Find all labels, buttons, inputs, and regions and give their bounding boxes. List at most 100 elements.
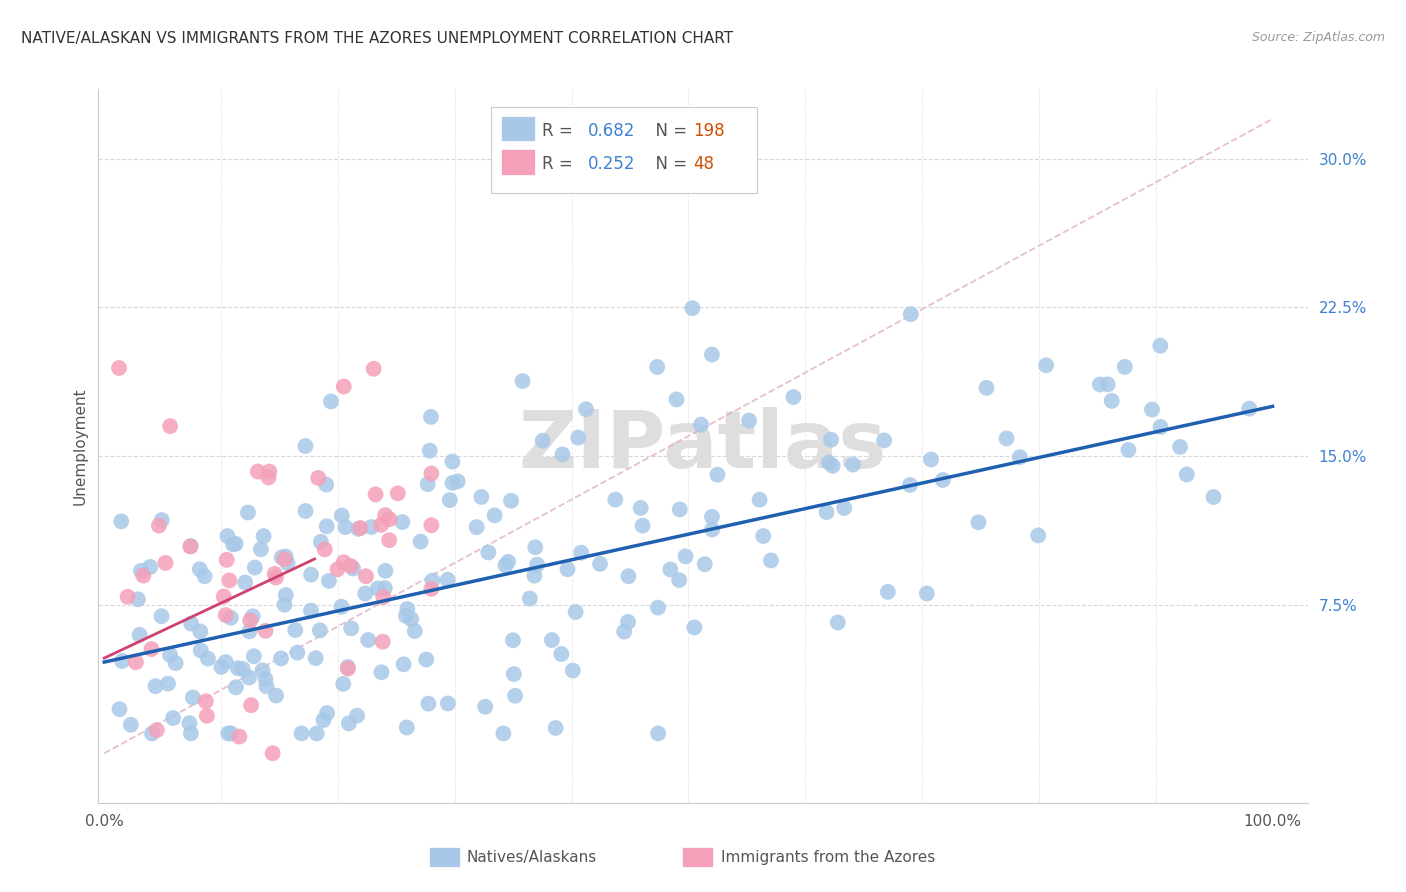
Point <box>523 568 546 582</box>
Point <box>544 721 567 735</box>
Point <box>418 697 440 711</box>
Point <box>364 487 387 501</box>
Point <box>387 486 409 500</box>
Point <box>842 458 865 472</box>
Point <box>589 557 612 571</box>
Point <box>1237 401 1260 416</box>
Point <box>1101 393 1123 408</box>
Point <box>179 716 201 731</box>
Point <box>212 590 235 604</box>
Point <box>240 698 263 713</box>
Point <box>314 542 336 557</box>
Point <box>690 417 713 432</box>
Point <box>1026 528 1049 542</box>
Text: Natives/Alaskans: Natives/Alaskans <box>467 850 598 864</box>
Point <box>139 560 162 574</box>
Point <box>291 726 314 740</box>
Point <box>217 726 239 740</box>
Point <box>512 374 534 388</box>
Point <box>630 500 652 515</box>
Point <box>821 458 844 473</box>
Point <box>900 307 922 321</box>
Point <box>236 506 259 520</box>
Point <box>243 560 266 574</box>
Point <box>550 647 572 661</box>
Point <box>319 394 342 409</box>
Point <box>683 620 706 634</box>
Point <box>447 475 470 489</box>
Point <box>1175 467 1198 482</box>
Point <box>222 537 245 551</box>
Point <box>232 662 254 676</box>
Point <box>209 660 232 674</box>
Text: 0.252: 0.252 <box>588 155 636 173</box>
Point <box>155 556 177 570</box>
Point <box>332 379 354 393</box>
Point <box>665 392 688 407</box>
Point <box>233 575 256 590</box>
Point <box>315 519 337 533</box>
Point <box>294 504 316 518</box>
Point <box>215 655 238 669</box>
Point <box>374 508 396 523</box>
Point <box>110 514 132 528</box>
Point <box>465 520 488 534</box>
Point <box>967 516 990 530</box>
Point <box>246 465 269 479</box>
Point <box>270 550 292 565</box>
Point <box>818 455 841 469</box>
Point <box>378 533 401 548</box>
Point <box>501 493 523 508</box>
FancyBboxPatch shape <box>501 149 534 175</box>
Point <box>129 564 152 578</box>
Point <box>613 624 636 639</box>
Point <box>299 603 322 617</box>
Point <box>127 592 149 607</box>
Point <box>898 478 921 492</box>
Point <box>259 465 281 479</box>
Point <box>238 671 260 685</box>
Point <box>219 726 242 740</box>
Point <box>179 540 201 554</box>
Point <box>157 676 180 690</box>
Point <box>257 470 280 484</box>
Point <box>146 723 169 737</box>
Point <box>420 409 443 424</box>
Point <box>273 598 295 612</box>
Point <box>370 517 392 532</box>
Point <box>342 561 364 575</box>
Point <box>347 522 370 536</box>
Point <box>180 539 202 553</box>
Text: N =: N = <box>645 155 692 173</box>
Point <box>226 661 249 675</box>
Point <box>409 534 432 549</box>
Point <box>284 623 307 637</box>
Point <box>218 574 240 588</box>
Point <box>503 689 526 703</box>
Point <box>252 529 274 543</box>
Point <box>194 694 217 708</box>
Point <box>254 624 277 638</box>
Point <box>693 557 716 571</box>
Point <box>976 381 998 395</box>
Point <box>150 513 173 527</box>
Text: ZIPatlas: ZIPatlas <box>519 407 887 485</box>
Point <box>326 562 349 576</box>
Point <box>820 433 842 447</box>
Point <box>437 697 460 711</box>
Text: R =: R = <box>543 121 578 139</box>
Point <box>308 624 330 638</box>
Point <box>374 564 396 578</box>
Text: 0.682: 0.682 <box>588 121 636 139</box>
Point <box>441 475 464 490</box>
Point <box>162 711 184 725</box>
Point <box>332 677 354 691</box>
Point <box>312 713 335 727</box>
Point <box>415 652 437 666</box>
Point <box>557 562 579 576</box>
Point <box>318 574 340 588</box>
Point <box>531 434 554 448</box>
Point <box>270 651 292 665</box>
Point <box>180 616 202 631</box>
Point <box>647 726 669 740</box>
